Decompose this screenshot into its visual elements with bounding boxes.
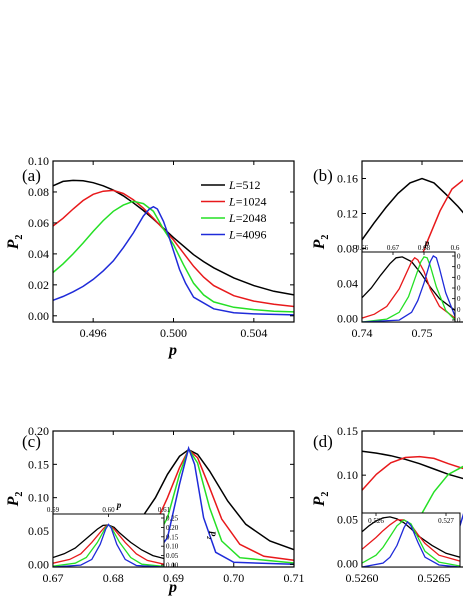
inset-x-tick-label: 0.6 xyxy=(451,244,460,252)
legend-entry: L=1024 xyxy=(228,195,266,209)
x-tick-label: 0.71 xyxy=(284,571,305,585)
series-line-l-512 xyxy=(362,450,463,480)
x-tick-label: 0.5260 xyxy=(346,571,379,585)
y-tick-label: 0.12 xyxy=(337,207,358,221)
y-tick-label: 0.08 xyxy=(28,185,49,199)
y-tick-label: 0.05 xyxy=(337,512,358,526)
y-tick-label: 0.10 xyxy=(28,154,49,168)
y-axis-label: P2 xyxy=(5,235,25,251)
inset-series-line xyxy=(53,523,164,567)
inset-y-tick-label: 0.25 xyxy=(166,515,179,523)
panel-a: 0.00 0.02 0.04 0.06 0.08 0.10 0.496 0.500 0.504 (… xyxy=(5,154,295,340)
y-tick-label: 0.10 xyxy=(337,468,358,482)
inset-y-tick-label: 0 xyxy=(457,295,461,303)
inset-series-line xyxy=(362,256,455,311)
series-line-l-512 xyxy=(362,177,463,241)
panel-label: (a) xyxy=(22,166,41,185)
inset-y-tick-label: 0.00 xyxy=(166,562,179,570)
y-tick-label: 0.00 xyxy=(28,309,49,323)
series-line-l-4096 xyxy=(53,205,294,316)
panel-label: (c) xyxy=(22,432,41,451)
y-tick-label: 0.04 xyxy=(337,277,358,291)
y-tick-label: 0.20 xyxy=(28,424,49,438)
panel-label: (d) xyxy=(313,432,333,451)
inset-x-axis-label: p xyxy=(116,500,122,510)
inset-y-tick-label: 0.05 xyxy=(166,552,179,560)
y-tick-label: 0.00 xyxy=(337,556,358,570)
y-tick-label: 0.08 xyxy=(337,242,358,256)
panel-c: 0.000.050.100.150.200.67 0.68 0.69 0.70 0.71… xyxy=(5,424,305,585)
series-line-l-2048 xyxy=(53,200,294,313)
x-tick-label: 0.5265 xyxy=(418,571,451,585)
inset-x-tick-label: 0.66 xyxy=(356,244,369,252)
x-tick-label: 0.496 xyxy=(80,326,107,340)
x-tick-label: 0.67 xyxy=(43,571,64,585)
y-tick-label: 0.04 xyxy=(28,247,49,261)
x-tick-label: 0.68 xyxy=(103,571,124,585)
y-axis-label: P2 xyxy=(5,492,25,508)
y-tick-label: 0.15 xyxy=(28,457,49,471)
inset-y-tick-label: 0 xyxy=(457,285,461,293)
inset-y-tick-label: 0 xyxy=(457,306,461,314)
inset-series-line xyxy=(362,519,460,567)
inset-background xyxy=(362,513,460,567)
inset-background xyxy=(362,252,455,322)
y-tick-label: 0.00 xyxy=(337,312,358,326)
inset-x-tick-label: 0.60 xyxy=(102,506,115,514)
legend-entry: L=2048 xyxy=(228,211,266,225)
inset-x-tick-label: 0.527 xyxy=(438,517,454,525)
x-axis-label-a: p xyxy=(167,342,177,359)
inset-y-tick-label: 0 xyxy=(457,263,461,271)
panel-b: 0.00 0.04 0.08 0.12 0.16 0.74 0.75 0.66 0.67 0.68… xyxy=(311,160,463,340)
x-axis-label-c: p xyxy=(167,579,177,596)
inset-x-tick-label: 0.67 xyxy=(387,244,400,252)
inset-x-tick-label: 0.526 xyxy=(368,517,384,525)
inset-series-line xyxy=(362,256,455,322)
x-tick-label: 0.75 xyxy=(412,326,433,340)
inset-x-tick-label: 0.68 xyxy=(418,244,431,252)
inset-x-tick-label: 0.59 xyxy=(47,506,60,514)
y-tick-label: 0.06 xyxy=(28,216,49,230)
legend-entry: L=512 xyxy=(228,178,260,192)
inset-series-line xyxy=(362,520,460,567)
y-axis-label: P2 xyxy=(311,492,331,508)
y-tick-label: 0.16 xyxy=(337,172,358,186)
inset-x-axis-label: p xyxy=(424,238,430,248)
inset-series-line xyxy=(362,256,455,319)
legend-entry: L=4096 xyxy=(228,228,266,242)
y-tick-label: 0.02 xyxy=(28,278,49,292)
inset-x-tick-label: 0.61 xyxy=(158,506,171,514)
series-line-l-1024 xyxy=(53,189,294,308)
legend: L=512 L=1024 L=2048 L=4096 xyxy=(201,178,266,242)
inset-series-line xyxy=(362,516,460,558)
x-tick-label: 0.504 xyxy=(240,326,267,340)
panel-label: (b) xyxy=(313,166,333,185)
inset-frame xyxy=(361,512,461,568)
y-tick-label: 0.10 xyxy=(28,491,49,505)
series-line-l-1024 xyxy=(362,455,463,491)
x-tick-label: 0.70 xyxy=(223,571,244,585)
inset-y-axis-label: P2 xyxy=(205,531,217,540)
y-tick-label: 0.15 xyxy=(337,424,358,438)
inset-y-tick-label: 0 xyxy=(457,317,461,325)
inset-series-line xyxy=(362,254,455,322)
y-tick-label: 0.00 xyxy=(28,557,49,571)
x-tick-label: 0.69 xyxy=(163,571,184,585)
inset-frame xyxy=(361,251,456,323)
panel-d: 0.00 0.05 0.10 0.15 0.5260 0.5265 0.526 0.527 (d… xyxy=(311,424,463,585)
inset-y-tick-label: 0 xyxy=(457,253,461,261)
inset-y-tick-label: 0.20 xyxy=(166,524,179,532)
inset-y-tick-label: 0.10 xyxy=(166,543,179,551)
inset-y-tick-label: 0 xyxy=(457,274,461,282)
y-axis-label: P2 xyxy=(311,235,331,251)
x-tick-label: 0.500 xyxy=(160,326,187,340)
x-tick-label: 0.74 xyxy=(352,326,373,340)
y-tick-label: 0.05 xyxy=(28,524,49,538)
inset-y-tick-label: 0.15 xyxy=(166,533,179,541)
